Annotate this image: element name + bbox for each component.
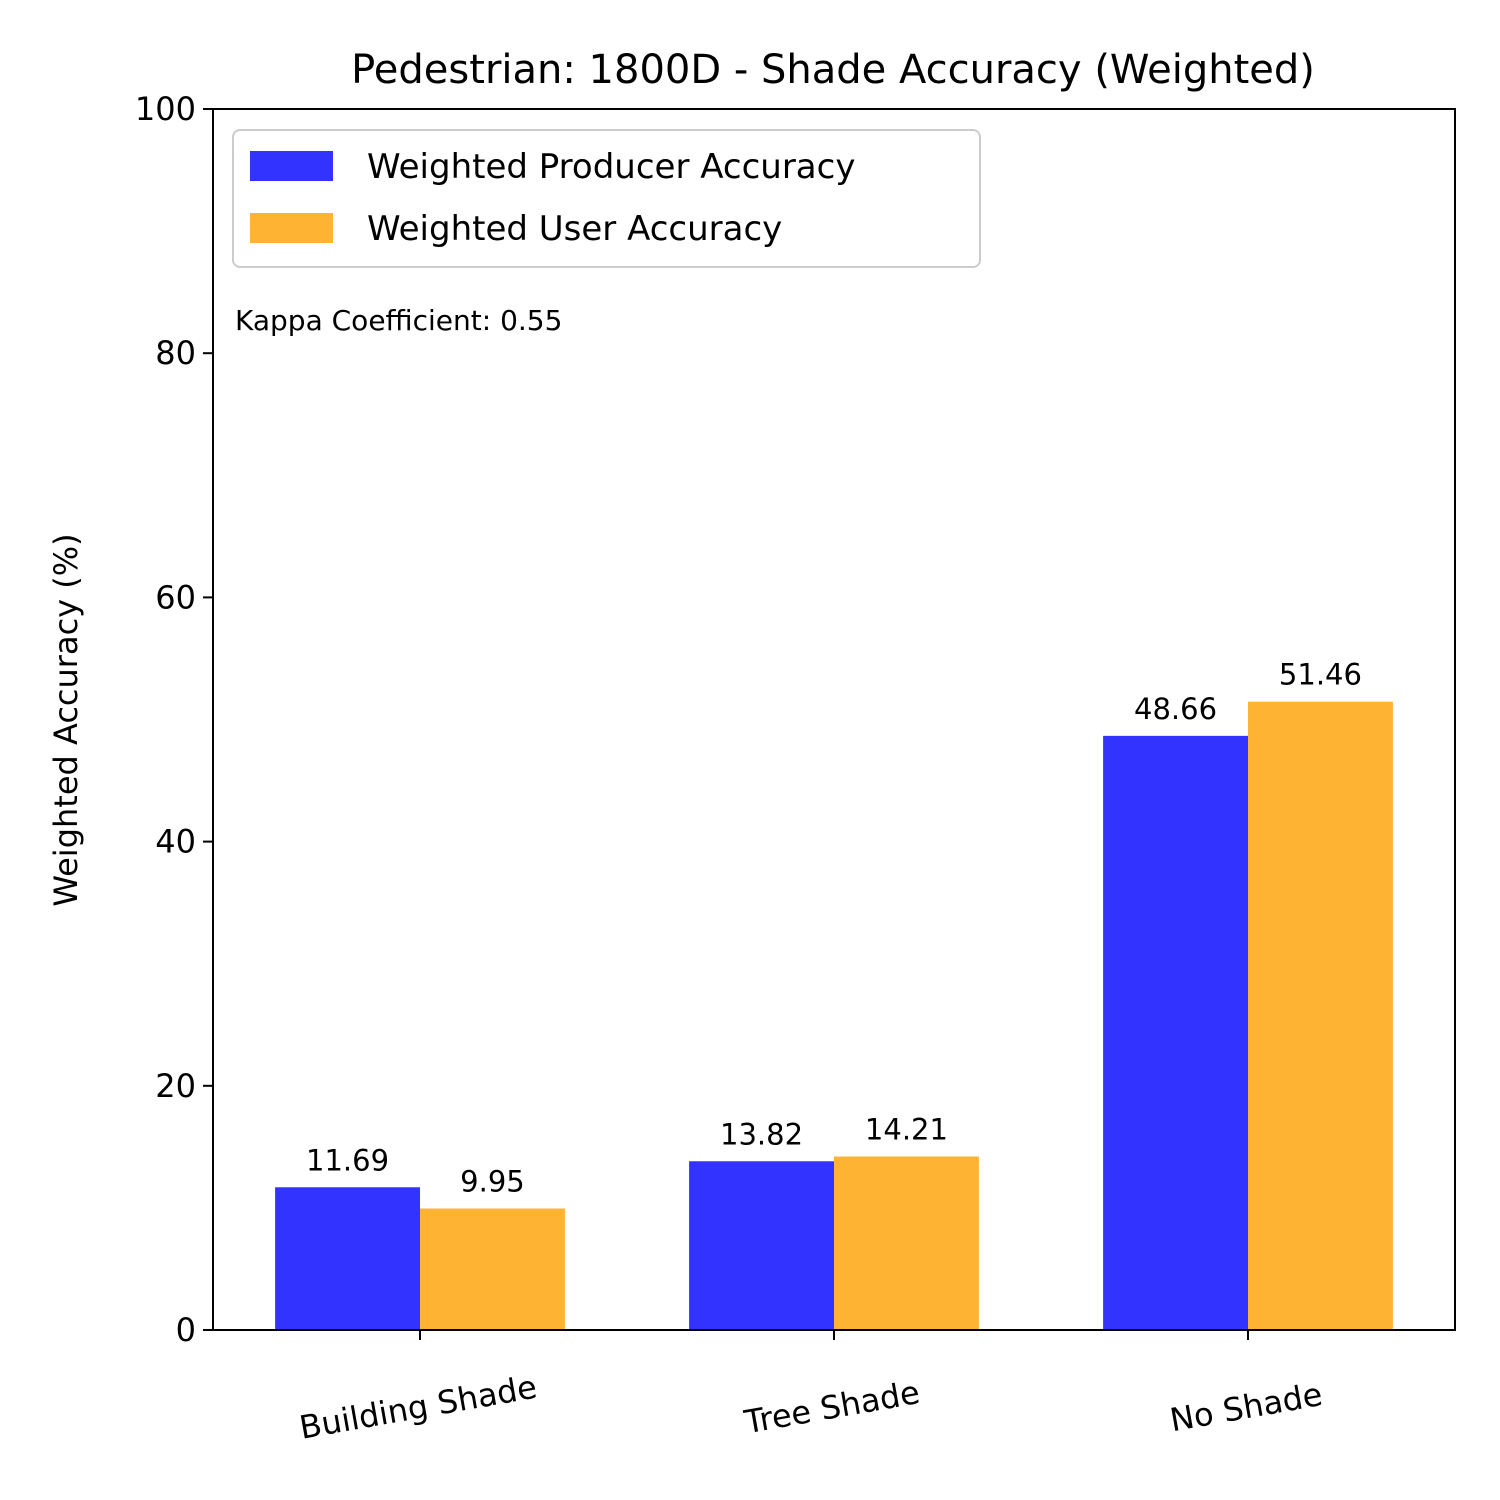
legend-swatch-user <box>250 213 333 243</box>
bar-user <box>420 1208 565 1330</box>
x-tick-label: Building Shade <box>297 1368 540 1447</box>
x-tick-label: Tree Shade <box>741 1373 923 1441</box>
bar-value-label: 51.46 <box>1279 658 1362 692</box>
x-axis-ticks: Building Shade Tree Shade No Shade <box>297 1330 1325 1447</box>
kappa-annotation: Kappa Coefficient: 0.55 <box>235 304 562 337</box>
bar-producer <box>1103 735 1248 1330</box>
chart-title: Pedestrian: 1800D - Shade Accuracy (Weig… <box>351 47 1315 93</box>
bar-producer <box>689 1161 834 1330</box>
y-tick-label: 60 <box>155 578 196 616</box>
bar-value-label: 48.66 <box>1134 692 1217 726</box>
y-axis-ticks: 0 20 40 60 80 100 <box>135 90 213 1349</box>
bars <box>275 701 1393 1330</box>
plot-frame <box>212 108 1456 1331</box>
legend-swatch-producer <box>250 151 333 181</box>
legend: Weighted Producer Accuracy Weighted User… <box>232 129 981 268</box>
bar-value-label: 14.21 <box>865 1112 948 1146</box>
y-axis-label: Weighted Accuracy (%) <box>47 533 85 906</box>
y-tick-label: 40 <box>155 823 196 861</box>
y-tick-label: 80 <box>155 334 196 372</box>
x-tick-label: No Shade <box>1167 1375 1325 1439</box>
bar-value-label: 9.95 <box>460 1165 525 1199</box>
legend-label-producer: Weighted Producer Accuracy <box>367 147 855 187</box>
legend-box <box>232 129 981 268</box>
legend-label-user: Weighted User Accuracy <box>367 209 782 249</box>
y-tick-label: 100 <box>135 90 196 128</box>
bar-value-label: 11.69 <box>306 1143 389 1177</box>
bar-user <box>1248 701 1393 1330</box>
bar-producer <box>275 1187 420 1330</box>
y-tick-label: 20 <box>155 1067 196 1105</box>
bar-value-label: 13.82 <box>720 1117 803 1151</box>
value-labels: 11.69 9.95 13.82 14.21 48.66 51.46 <box>306 658 1362 1199</box>
bar-user <box>834 1156 979 1330</box>
y-tick-label: 0 <box>176 1311 196 1349</box>
